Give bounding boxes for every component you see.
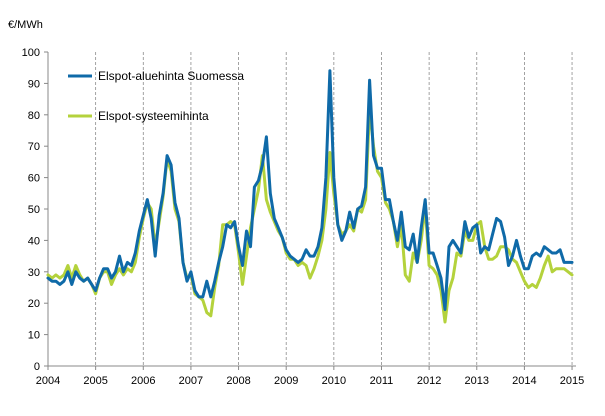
y-tick-label: 100	[22, 47, 40, 59]
y-tick-label: 60	[28, 173, 40, 185]
x-tick-label: 2008	[226, 375, 250, 387]
y-tick-label: 80	[28, 110, 40, 122]
y-tick-label: 10	[28, 330, 40, 342]
y-tick-label: 0	[34, 361, 40, 373]
series-line-systeemihinta	[46, 107, 574, 324]
grid-layer	[95, 52, 573, 366]
x-tick-label: 2009	[274, 375, 298, 387]
x-tick-label: 2006	[131, 375, 155, 387]
x-tick-label: 2015	[560, 375, 584, 387]
y-tick-label: 50	[28, 204, 40, 216]
y-tick-label: 30	[28, 267, 40, 279]
y-tick-label: 40	[28, 235, 40, 247]
axis-layer: 0 10 20 30 40 50 60 70 80 90 100 2004 2005 2006 2007 20…	[22, 47, 585, 387]
x-tick-label: 2012	[417, 375, 441, 387]
y-tick-label: 70	[28, 141, 40, 153]
series-layer	[46, 69, 574, 324]
x-tick-label: 2007	[179, 375, 203, 387]
x-tick-label: 2013	[465, 375, 489, 387]
legend-label-aluehinta: Elspot-aluehinta Suomessa	[98, 69, 244, 83]
y-tick-label: 90	[28, 78, 40, 90]
x-tick-label: 2014	[512, 375, 536, 387]
legend: Elspot-aluehinta Suomessa Elspot-systeem…	[68, 69, 244, 123]
x-tick-label: 2011	[370, 375, 394, 387]
x-tick-label: 2010	[322, 375, 346, 387]
x-tick-label: 2005	[83, 375, 107, 387]
x-tick-label: 2004	[36, 375, 60, 387]
series-line-aluehinta	[46, 69, 574, 311]
legend-label-systeemihinta: Elspot-systeemihinta	[98, 109, 209, 123]
y-tick-label: 20	[28, 298, 40, 310]
y-axis-unit-label: €/MWh	[8, 19, 43, 31]
